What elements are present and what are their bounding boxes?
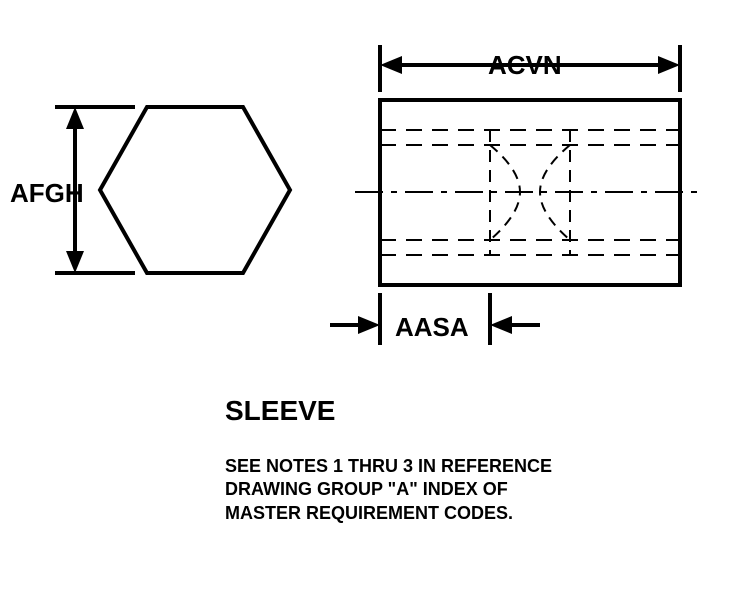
sleeve-rect (355, 100, 705, 285)
hexagon-view (100, 107, 290, 273)
notes-line-1: SEE NOTES 1 THRU 3 IN REFERENCE (225, 455, 552, 478)
notes-line-3: MASTER REQUIREMENT CODES. (225, 502, 552, 525)
notes-line-2: DRAWING GROUP "A" INDEX OF (225, 478, 552, 501)
afgh-label: AFGH (10, 178, 84, 209)
aasa-label: AASA (395, 312, 469, 343)
notes-block: SEE NOTES 1 THRU 3 IN REFERENCE DRAWING … (225, 455, 552, 525)
diagram-title: SLEEVE (225, 395, 335, 427)
acvn-label: ACVN (488, 50, 562, 81)
